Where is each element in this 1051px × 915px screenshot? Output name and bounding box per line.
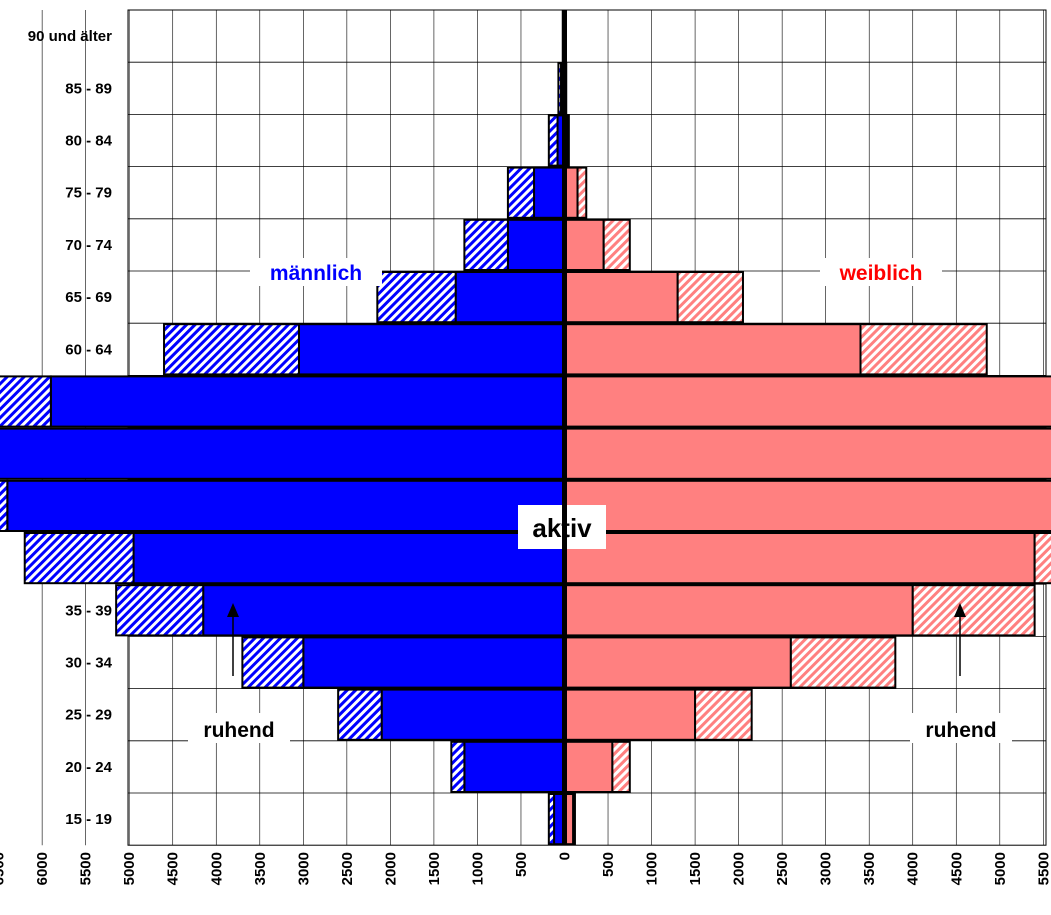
- x-tick-label: 4000: [905, 852, 922, 885]
- x-tick-label: 6000: [34, 852, 51, 885]
- bar-weiblich-aktiv: [563, 740, 614, 793]
- bar-weiblich-aktiv: [563, 375, 1051, 428]
- female-label: weiblich: [839, 262, 923, 285]
- male-label-box: männlich: [250, 258, 382, 286]
- category-label: 35 - 39: [65, 602, 112, 619]
- bar-männlich-ruhend: [0, 375, 52, 428]
- x-tick-label: 3000: [295, 852, 312, 885]
- bar-männlich-ruhend: [463, 218, 509, 272]
- x-tick-label: 4500: [948, 852, 965, 885]
- bar-männlich-aktiv: [533, 166, 566, 219]
- x-tick-label: 500: [600, 852, 617, 877]
- x-tick-label: 5000: [992, 852, 1009, 885]
- category-label: 15 - 19: [65, 811, 112, 828]
- bar-weiblich-aktiv: [563, 271, 679, 324]
- bar-männlich-aktiv: [202, 584, 566, 637]
- bar-weiblich-ruhend: [859, 323, 988, 376]
- bars: [0, 10, 1051, 846]
- bar-männlich-ruhend: [115, 584, 205, 637]
- arrow-up-left-icon: [227, 603, 239, 676]
- bar-weiblich-aktiv: [563, 479, 1051, 532]
- bar-männlich-aktiv: [380, 688, 566, 741]
- category-label: 30 - 34: [65, 655, 112, 672]
- bar-weiblich-aktiv: [563, 636, 792, 689]
- x-tick-label: 6500: [0, 852, 8, 885]
- resting-right-box: ruhend: [910, 713, 1012, 743]
- bar-männlich-ruhend: [450, 740, 466, 793]
- resting-right-label: ruhend: [925, 719, 996, 742]
- bar-männlich-ruhend: [163, 323, 300, 376]
- arrow-up-right-icon: [954, 603, 966, 676]
- bar-männlich-aktiv: [0, 427, 566, 480]
- bar-weiblich-ruhend: [602, 218, 631, 272]
- x-tick-label: 3500: [861, 852, 878, 885]
- bar-männlich-aktiv: [302, 636, 566, 689]
- bar-weiblich-ruhend: [1033, 532, 1051, 585]
- x-tick-label: 2500: [339, 852, 356, 885]
- bar-männlich-aktiv: [132, 532, 566, 585]
- bar-männlich-aktiv: [297, 323, 566, 376]
- x-tick-label: 2000: [731, 852, 748, 885]
- bar-männlich-ruhend: [506, 166, 536, 219]
- category-label: 75 - 79: [65, 185, 112, 202]
- bar-weiblich-aktiv: [563, 323, 862, 376]
- female-label-box: weiblich: [820, 258, 942, 286]
- x-tick-label: 5000: [121, 852, 138, 885]
- bar-männlich-aktiv: [454, 271, 566, 324]
- bar-männlich-aktiv: [6, 479, 566, 532]
- x-tick-label: 1500: [687, 852, 704, 885]
- x-tick-label: 4500: [165, 852, 182, 885]
- x-tick-label: 500: [513, 852, 530, 877]
- bar-männlich-ruhend: [547, 114, 559, 167]
- category-label: 20 - 24: [65, 759, 112, 776]
- resting-left-label: ruhend: [203, 719, 274, 742]
- x-tick-label: 1000: [644, 852, 661, 885]
- x-tick-label: 5500: [78, 852, 95, 885]
- bar-weiblich-aktiv: [563, 532, 1036, 585]
- bar-männlich-ruhend: [241, 636, 305, 689]
- bar-männlich-ruhend: [23, 532, 135, 585]
- x-tick-label: 0: [557, 852, 574, 860]
- category-label: 85 - 89: [65, 80, 112, 97]
- bar-weiblich-ruhend: [911, 584, 1036, 637]
- bar-männlich-aktiv: [506, 218, 566, 272]
- bar-weiblich-ruhend: [572, 793, 576, 846]
- bar-männlich-ruhend: [337, 688, 383, 741]
- bar-weiblich-aktiv: [563, 688, 697, 741]
- bar-männlich-ruhend: [376, 271, 457, 324]
- x-tick-labels: 1000095009000850080007500700065006000550…: [0, 852, 1051, 885]
- x-tick-label: 1500: [426, 852, 443, 885]
- male-label: männlich: [270, 262, 362, 285]
- bar-weiblich-ruhend: [576, 166, 588, 219]
- bar-männlich-aktiv: [463, 740, 566, 793]
- category-label: 80 - 84: [65, 133, 112, 150]
- x-tick-label: 3000: [818, 852, 835, 885]
- bar-männlich-ruhend: [557, 62, 563, 115]
- bar-männlich-aktiv: [49, 375, 566, 428]
- center-axis: [562, 10, 567, 845]
- x-tick-label: 3500: [252, 852, 269, 885]
- category-label: 90 und älter: [28, 28, 112, 45]
- x-tick-label: 5500: [1035, 852, 1051, 885]
- x-tick-label: 2000: [382, 852, 399, 885]
- bar-weiblich-ruhend: [694, 688, 753, 741]
- x-tick-label: 1000: [469, 852, 486, 885]
- bar-weiblich-ruhend: [611, 740, 631, 793]
- bar-männlich-ruhend: [547, 793, 556, 846]
- category-label: 60 - 64: [65, 341, 112, 358]
- bar-weiblich-aktiv: [563, 584, 914, 637]
- resting-left-box: ruhend: [188, 713, 290, 743]
- bar-weiblich-ruhend: [566, 114, 570, 167]
- category-label: 65 - 69: [65, 289, 112, 306]
- x-tick-label: 2500: [774, 852, 791, 885]
- bar-weiblich-ruhend: [676, 271, 744, 324]
- bar-männlich-ruhend: [0, 479, 9, 532]
- category-label: 70 - 74: [65, 237, 112, 254]
- bar-weiblich-aktiv: [563, 218, 605, 272]
- bar-weiblich-aktiv: [563, 427, 1051, 480]
- x-tick-label: 4000: [208, 852, 225, 885]
- category-label: 25 - 29: [65, 707, 112, 724]
- bar-weiblich-ruhend: [789, 636, 897, 689]
